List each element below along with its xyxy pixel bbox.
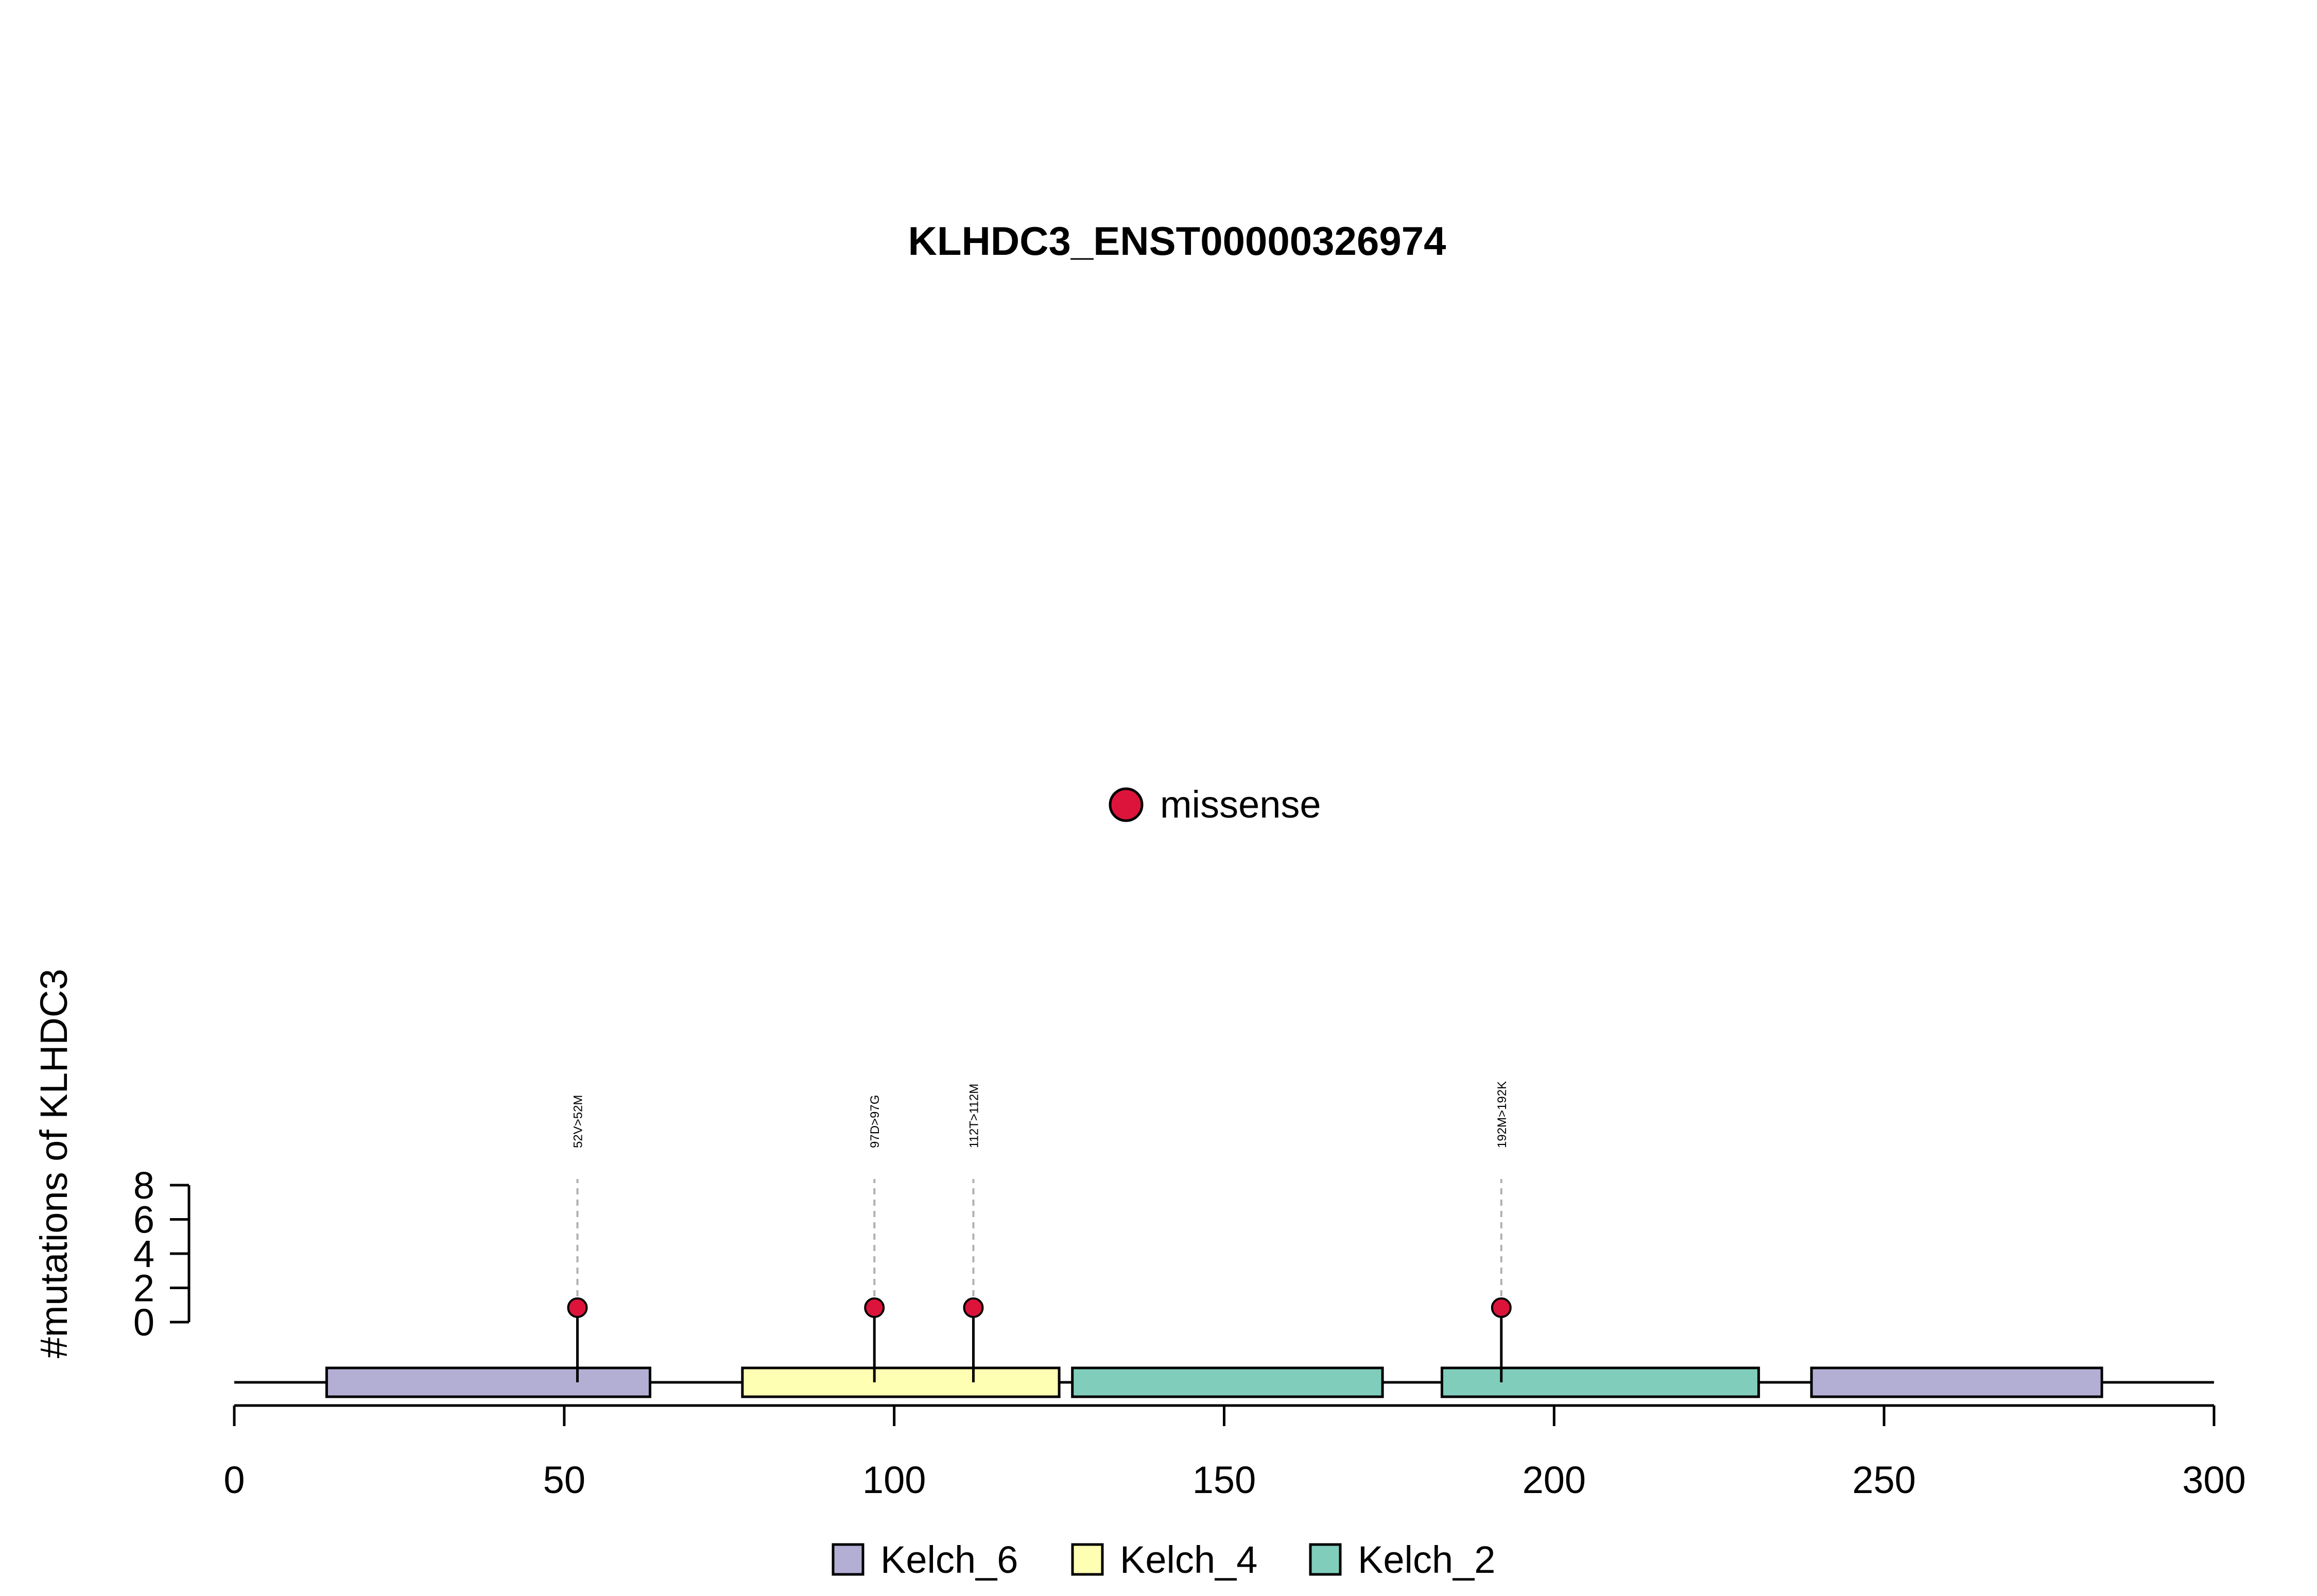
x-tick-label: 100 — [862, 1459, 926, 1501]
x-axis: 0 50 100 150 200 250 300 — [223, 1404, 2246, 1501]
x-tick-label: 0 — [223, 1459, 245, 1501]
x-tick-label: 50 — [543, 1459, 585, 1501]
x-tick-label: 150 — [1192, 1459, 1256, 1501]
lollipops: 52V>52M 97D>97G 112T>112M 192M>192K — [567, 1081, 1512, 1382]
mutation-label: 112T>112M — [967, 1084, 981, 1148]
domain-kelch-2 — [1440, 1366, 1760, 1398]
legend-missense-label: missense — [1160, 783, 1321, 826]
mutation-legend: missense — [1109, 783, 1321, 826]
legend-label: Kelch_4 — [1120, 1538, 1257, 1581]
x-tick-label: 250 — [1852, 1459, 1915, 1501]
domain-kelch-6 — [325, 1366, 651, 1398]
legend-swatch — [1071, 1543, 1104, 1576]
domain-kelch-2 — [1071, 1366, 1384, 1398]
y-tick-label: 6 — [133, 1199, 154, 1241]
legend-swatch — [832, 1543, 864, 1576]
y-tick-label: 2 — [133, 1267, 154, 1310]
domain-legend: Kelch_6 Kelch_4 Kelch_2 — [832, 1538, 1495, 1581]
mutation-label: 52V>52M — [571, 1095, 585, 1148]
y-tick-label: 8 — [133, 1164, 154, 1207]
chart-title: KLHDC3_ENST00000326974 — [908, 218, 1446, 264]
mutation-label: 97D>97G — [868, 1095, 882, 1148]
legend-swatch — [1309, 1543, 1342, 1576]
mutation-label: 192M>192K — [1495, 1081, 1509, 1148]
domain-kelch-4 — [741, 1366, 1061, 1398]
y-tick-label: 0 — [133, 1301, 154, 1344]
domains — [325, 1366, 2103, 1398]
x-tick-label: 200 — [1523, 1459, 1586, 1501]
y-tick-label: 4 — [133, 1233, 154, 1275]
lollipop-head — [567, 1297, 588, 1318]
lollipop-head — [864, 1297, 885, 1318]
domain-kelch-6 — [1810, 1366, 2103, 1398]
legend-label: Kelch_6 — [880, 1538, 1018, 1581]
x-tick-label: 300 — [2182, 1459, 2245, 1501]
lollipop-head — [1491, 1297, 1512, 1318]
legend-missense-marker — [1109, 787, 1144, 822]
y-axis-label: #mutations of KLHDC3 — [32, 969, 75, 1359]
legend-label: Kelch_2 — [1358, 1538, 1495, 1581]
lollipop-head — [963, 1297, 984, 1318]
